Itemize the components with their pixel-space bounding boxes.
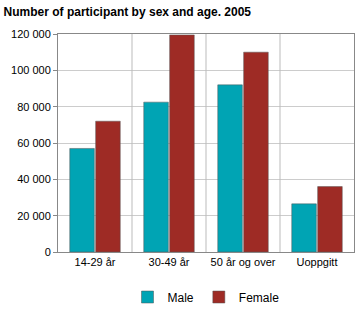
- svg-text:Uoppgitt: Uoppgitt: [297, 256, 338, 268]
- svg-text:20 000: 20 000: [17, 210, 51, 222]
- svg-text:40 000: 40 000: [17, 173, 51, 185]
- svg-text:80 000: 80 000: [17, 101, 51, 113]
- svg-text:50 år og over: 50 år og over: [211, 256, 276, 268]
- svg-text:100 000: 100 000: [11, 64, 51, 76]
- svg-text:14-29 år: 14-29 år: [75, 256, 116, 268]
- svg-text:Male: Male: [168, 291, 194, 305]
- svg-text:Female: Female: [239, 291, 279, 305]
- svg-text:60 000: 60 000: [17, 137, 51, 149]
- svg-text:0: 0: [45, 246, 51, 258]
- svg-text:Number of participant by sex a: Number of participant by sex and age. 20…: [4, 5, 252, 19]
- svg-text:120 000: 120 000: [11, 28, 51, 40]
- svg-text:30-49 år: 30-49 år: [149, 256, 190, 268]
